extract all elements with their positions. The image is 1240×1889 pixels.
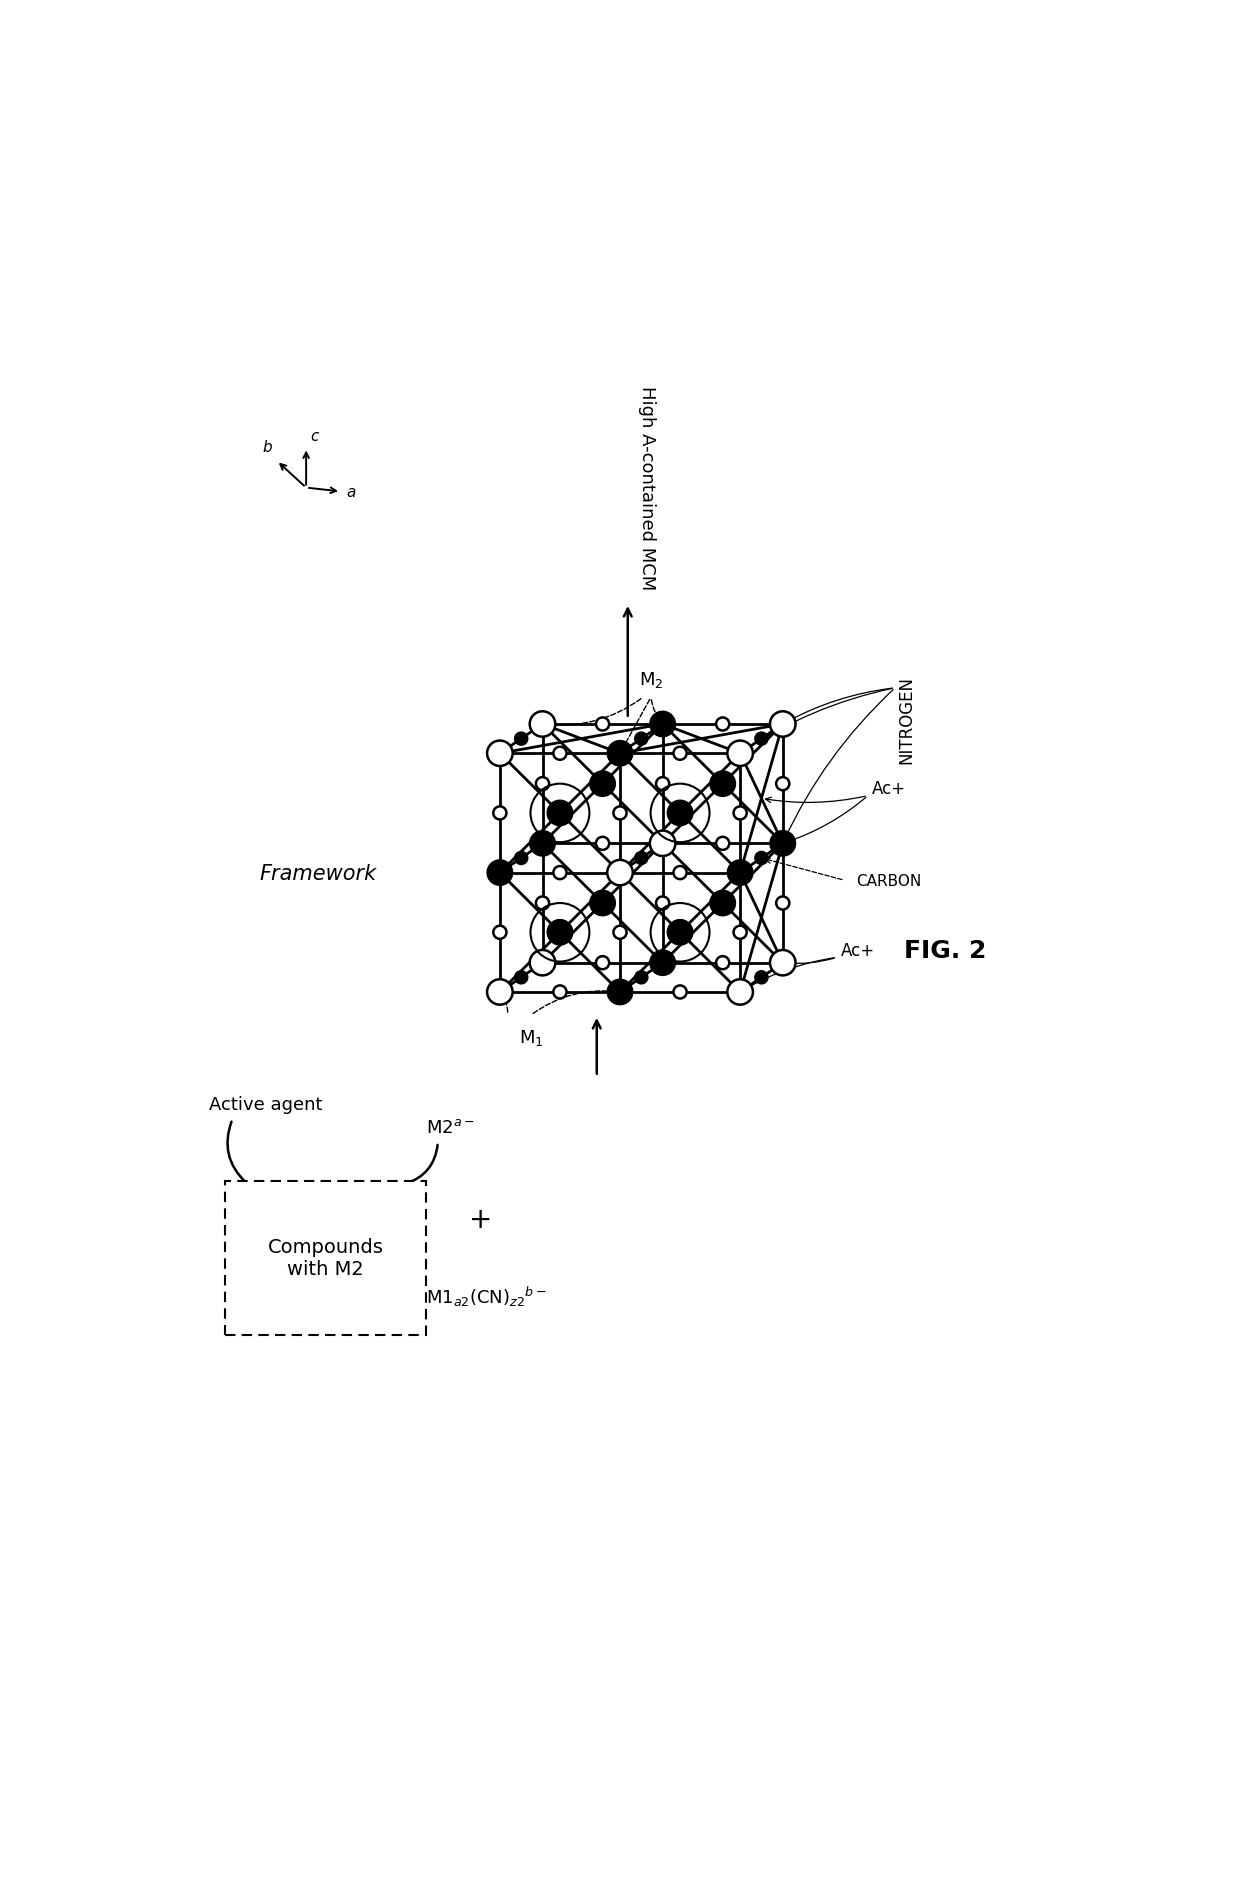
Circle shape	[553, 748, 567, 761]
Circle shape	[596, 718, 609, 731]
Circle shape	[614, 807, 626, 820]
Text: M2$^{a-}$: M2$^{a-}$	[427, 1118, 475, 1135]
Circle shape	[734, 807, 746, 820]
FancyBboxPatch shape	[224, 1181, 427, 1336]
Circle shape	[547, 801, 573, 825]
Circle shape	[711, 892, 735, 916]
Circle shape	[608, 859, 632, 886]
Circle shape	[728, 980, 753, 1005]
Circle shape	[515, 971, 528, 984]
Circle shape	[635, 852, 647, 865]
Text: CARBON: CARBON	[857, 873, 921, 888]
Circle shape	[614, 926, 626, 939]
Circle shape	[711, 771, 735, 797]
Circle shape	[487, 980, 512, 1005]
Text: Ac+: Ac+	[841, 941, 875, 960]
Circle shape	[529, 950, 556, 977]
Circle shape	[536, 897, 549, 910]
Circle shape	[650, 831, 676, 856]
Circle shape	[487, 740, 512, 767]
Circle shape	[553, 867, 567, 880]
Circle shape	[650, 712, 676, 737]
Text: A: A	[672, 922, 688, 944]
Text: M$_2$: M$_2$	[639, 671, 663, 689]
Circle shape	[529, 712, 556, 737]
Circle shape	[590, 892, 615, 916]
Circle shape	[770, 831, 796, 856]
Circle shape	[608, 980, 632, 1005]
Text: Framework: Framework	[259, 863, 377, 884]
Text: A: A	[552, 803, 568, 824]
Text: +: +	[469, 1205, 492, 1234]
Circle shape	[755, 733, 768, 746]
Text: Compounds
with M2: Compounds with M2	[268, 1237, 383, 1279]
Circle shape	[596, 956, 609, 969]
Circle shape	[717, 718, 729, 731]
Text: A: A	[672, 803, 688, 824]
Circle shape	[553, 986, 567, 999]
Text: M$_1$: M$_1$	[518, 1028, 543, 1047]
Circle shape	[728, 740, 753, 767]
Circle shape	[755, 971, 768, 984]
Text: Ac+: Ac+	[872, 780, 906, 797]
Circle shape	[755, 852, 768, 865]
Text: a: a	[346, 485, 356, 501]
Circle shape	[728, 859, 753, 886]
Circle shape	[673, 748, 687, 761]
Circle shape	[515, 852, 528, 865]
Circle shape	[547, 920, 573, 946]
Circle shape	[667, 801, 693, 825]
Text: b: b	[263, 440, 273, 455]
Text: A: A	[552, 922, 568, 944]
Circle shape	[770, 712, 796, 737]
Circle shape	[717, 956, 729, 969]
Text: M1$_{a2}$(CN)$_{z2}$$^{b-}$: M1$_{a2}$(CN)$_{z2}$$^{b-}$	[427, 1285, 547, 1309]
Circle shape	[635, 733, 647, 746]
Circle shape	[487, 859, 512, 886]
Circle shape	[596, 837, 609, 850]
Circle shape	[635, 971, 647, 984]
Circle shape	[734, 926, 746, 939]
Circle shape	[608, 740, 632, 767]
Text: c: c	[311, 429, 319, 444]
Circle shape	[650, 950, 676, 977]
Text: Active agent: Active agent	[210, 1096, 322, 1113]
Circle shape	[656, 897, 670, 910]
Circle shape	[590, 771, 615, 797]
Circle shape	[770, 950, 796, 977]
Text: NITROGEN: NITROGEN	[898, 674, 916, 763]
Circle shape	[494, 926, 506, 939]
Circle shape	[717, 837, 729, 850]
Circle shape	[515, 733, 528, 746]
Circle shape	[667, 920, 693, 946]
Text: FIG. 2: FIG. 2	[904, 939, 987, 962]
Circle shape	[656, 778, 670, 791]
Circle shape	[494, 807, 506, 820]
Circle shape	[776, 897, 790, 910]
Circle shape	[673, 986, 687, 999]
Circle shape	[673, 867, 687, 880]
Circle shape	[536, 778, 549, 791]
Text: High A-contained MCM: High A-contained MCM	[639, 385, 656, 591]
Circle shape	[529, 831, 556, 856]
Circle shape	[776, 778, 790, 791]
